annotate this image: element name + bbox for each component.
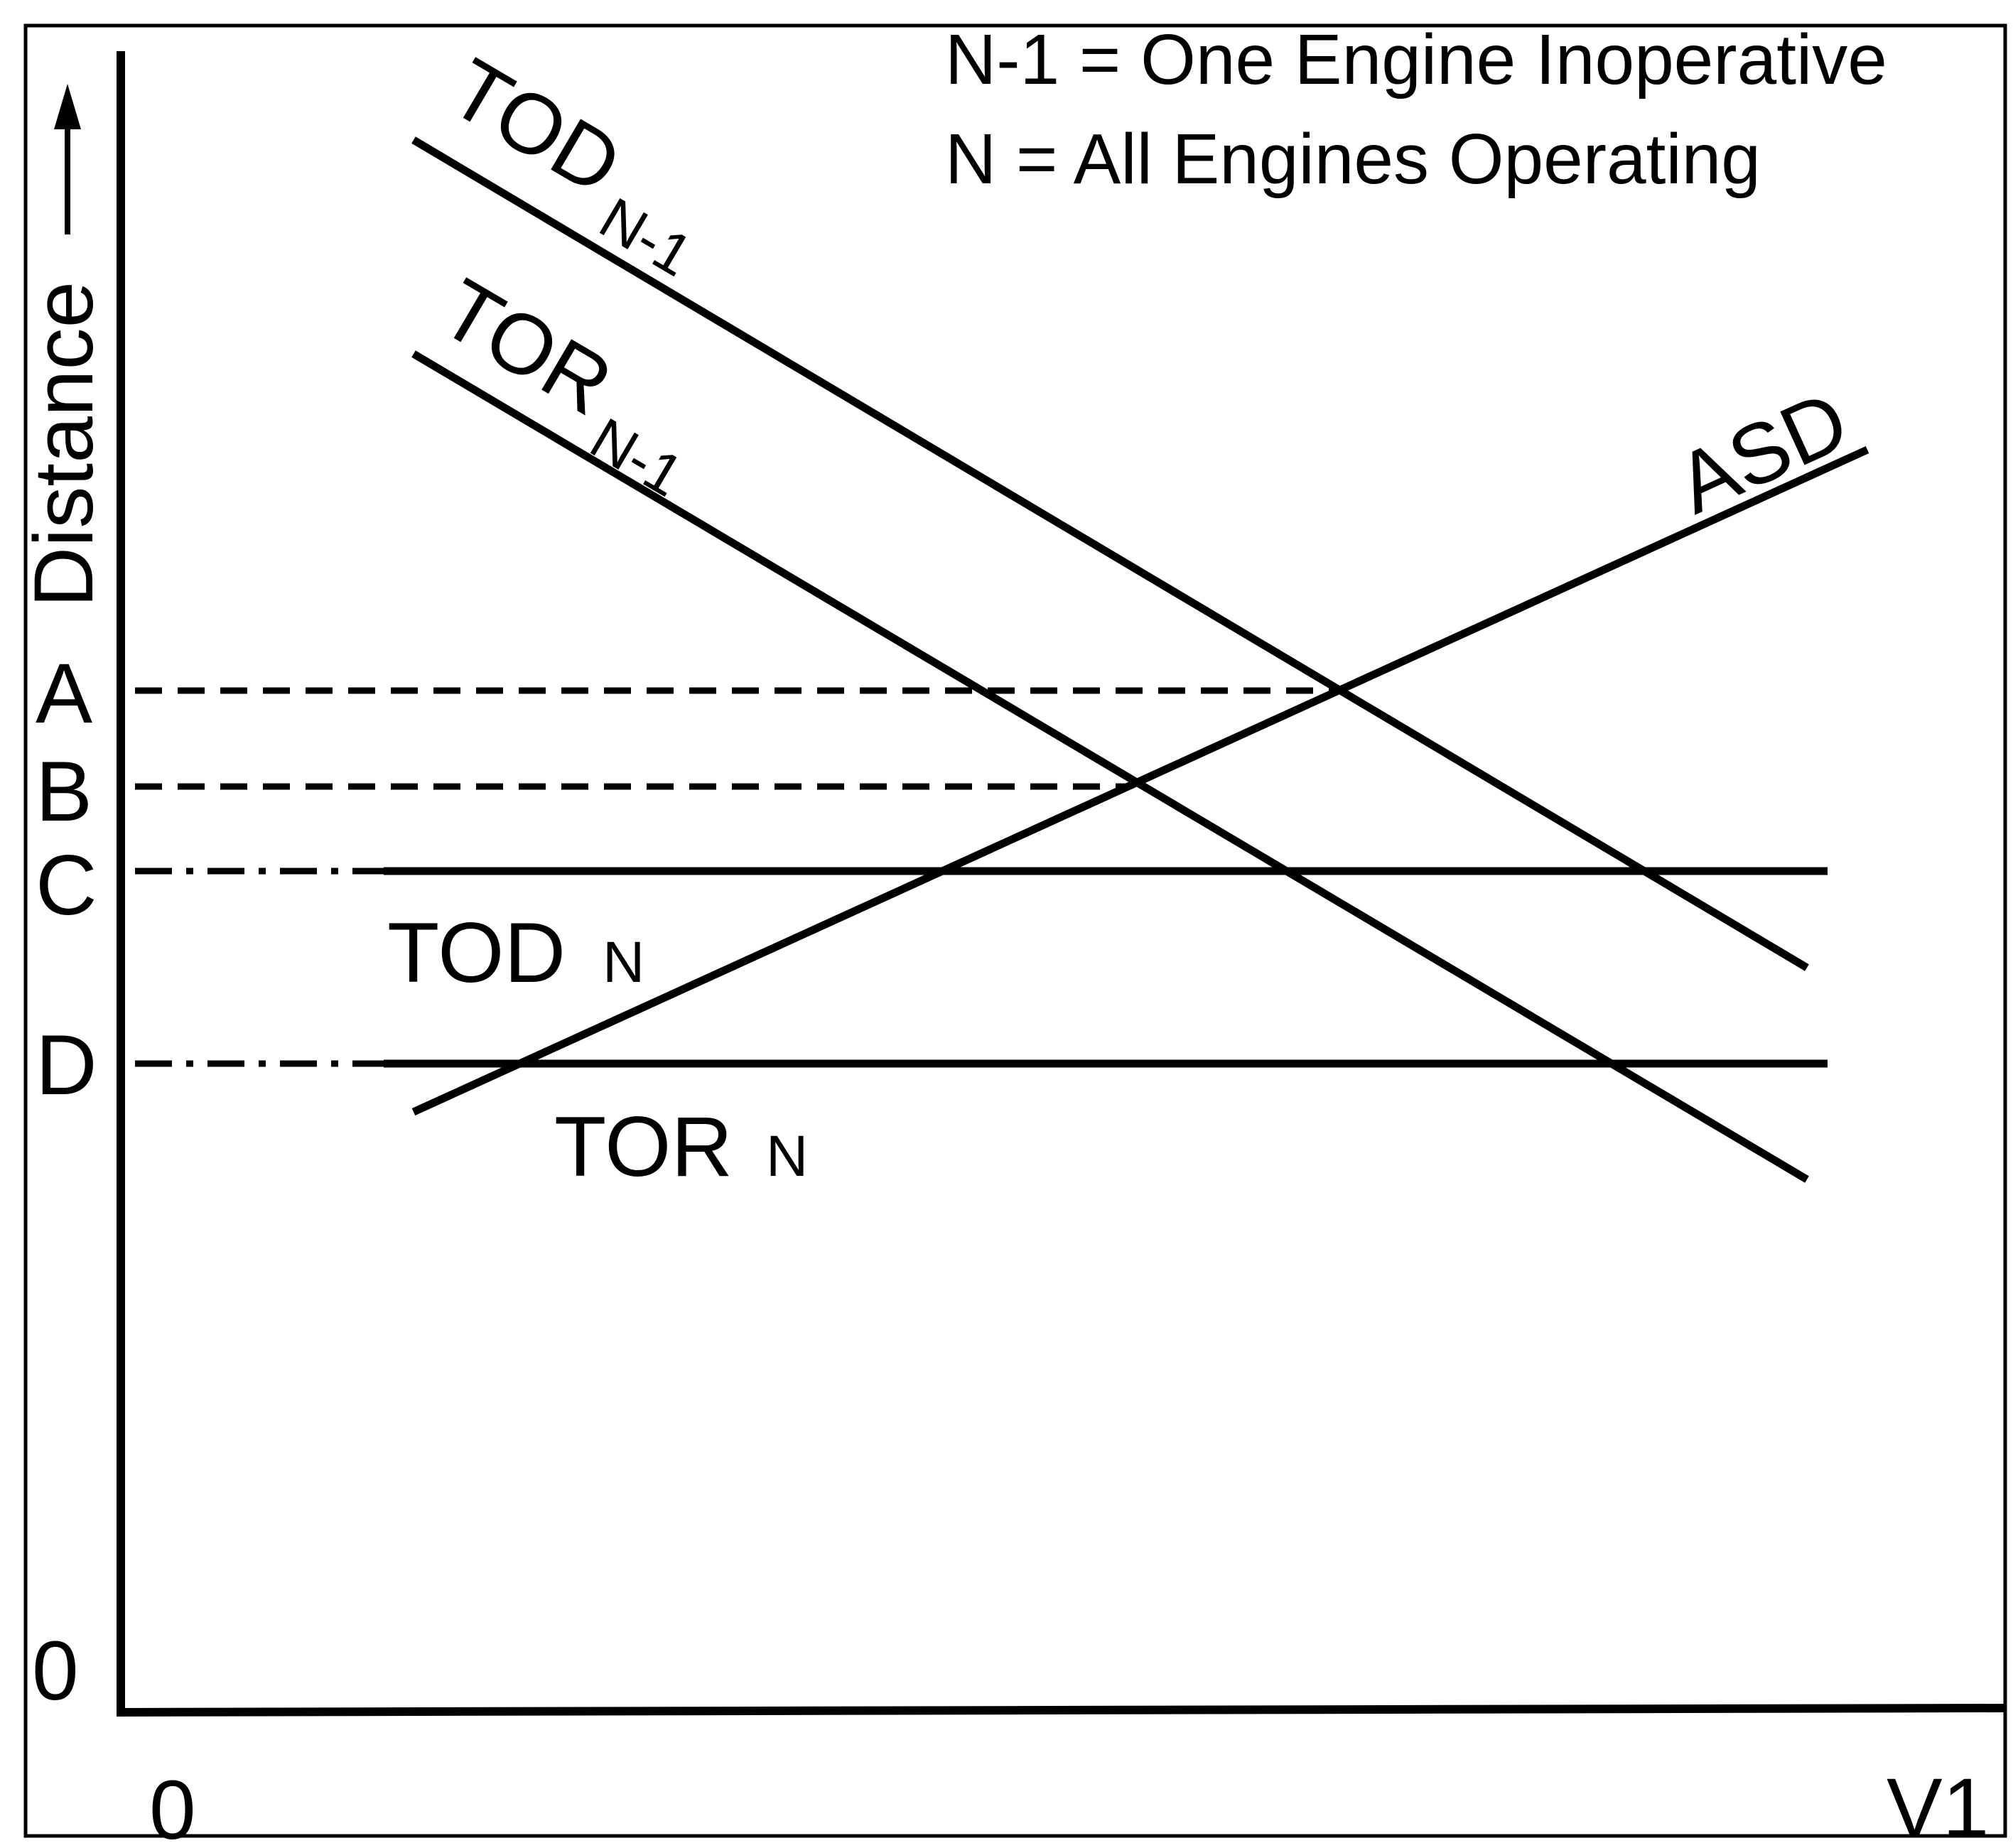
y-axis-title: Distance [17, 84, 111, 607]
tod-n-main: TOD [387, 905, 566, 1000]
tod-n-label: TOD N [387, 905, 644, 1000]
tor-n-minus-1-line [411, 350, 1809, 1183]
x-origin-label: 0 [149, 1763, 196, 1848]
diagram-frame [23, 23, 2007, 1838]
asd-main: ASD [1663, 372, 1862, 531]
level-label-d: D [36, 1017, 97, 1113]
tor-n-sub: N [766, 1124, 808, 1189]
legend-n-minus-1: N-1 = One Engine Inoperative [945, 20, 1887, 99]
tor-n-main: TOR [554, 1099, 733, 1194]
tod-n-minus-1-main: TOD [435, 40, 637, 213]
y-axis-label: Distance [17, 281, 111, 607]
level-label-b: B [36, 744, 92, 839]
legend-n: N = All Engines Operating [945, 119, 1761, 199]
tor-n-minus-1-sub: N-1 [580, 406, 694, 509]
tod-n-minus-1-line [411, 136, 1809, 971]
level-label-a: A [36, 646, 92, 741]
y-axis-arrow-head [54, 84, 81, 129]
tod-n-sub: N [603, 930, 644, 995]
x-axis [116, 1704, 2006, 1717]
asd-line [411, 445, 1869, 1116]
tod-n-minus-1-sub: N-1 [589, 185, 703, 288]
tor-n-minus-1-main: TOR [426, 261, 627, 433]
y-origin-label: 0 [32, 1624, 79, 1718]
tod-n-minus-1-label: TOD N-1 [435, 40, 703, 289]
level-label-c: C [36, 838, 97, 933]
asd-label: ASD [1663, 372, 1862, 531]
tor-n-label: TOR N [554, 1099, 808, 1194]
x-axis-label: V1 [1887, 1761, 1989, 1848]
